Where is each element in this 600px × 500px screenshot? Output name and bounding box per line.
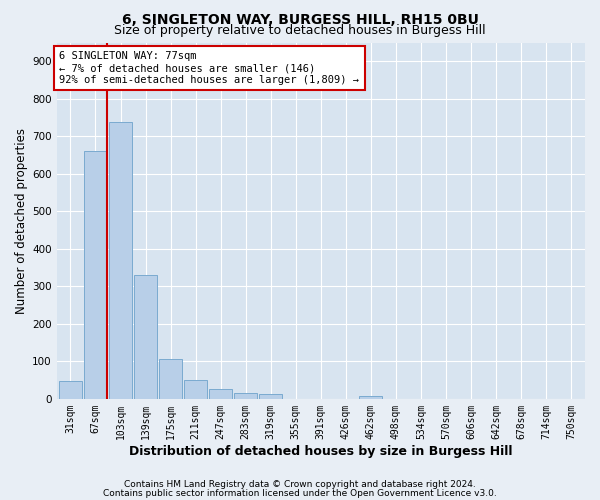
X-axis label: Distribution of detached houses by size in Burgess Hill: Distribution of detached houses by size … (129, 444, 512, 458)
Bar (359, 396, 382, 399)
Bar (209, 390, 232, 399)
Bar (184, 380, 207, 399)
Y-axis label: Number of detached properties: Number of detached properties (15, 128, 28, 314)
Text: Contains public sector information licensed under the Open Government Licence v3: Contains public sector information licen… (103, 488, 497, 498)
Text: 6, SINGLETON WAY, BURGESS HILL, RH15 0BU: 6, SINGLETON WAY, BURGESS HILL, RH15 0BU (122, 12, 478, 26)
Text: Size of property relative to detached houses in Burgess Hill: Size of property relative to detached ho… (114, 24, 486, 37)
Bar (59, 381, 82, 399)
Bar (234, 393, 257, 399)
Bar (134, 275, 157, 399)
Bar (84, 152, 107, 399)
Bar (109, 122, 132, 399)
Bar (159, 360, 182, 399)
Text: 6 SINGLETON WAY: 77sqm
← 7% of detached houses are smaller (146)
92% of semi-det: 6 SINGLETON WAY: 77sqm ← 7% of detached … (59, 52, 359, 84)
Text: Contains HM Land Registry data © Crown copyright and database right 2024.: Contains HM Land Registry data © Crown c… (124, 480, 476, 489)
Bar (259, 394, 282, 399)
